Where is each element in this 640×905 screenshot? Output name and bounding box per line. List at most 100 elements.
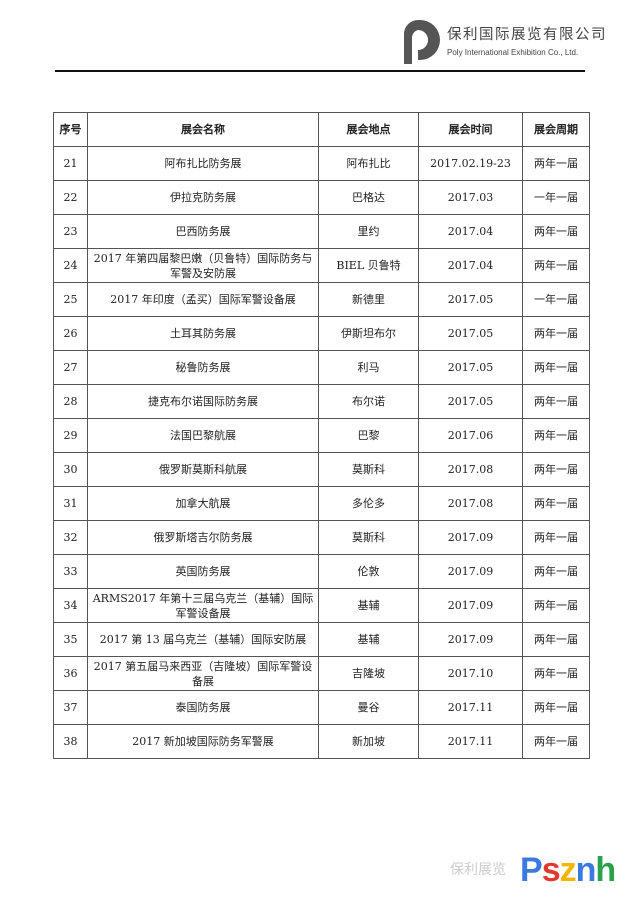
exhibition-name: 2017 第五届马来西亚（吉隆坡）国际军警设备展	[87, 656, 319, 691]
exhibition-date: 2017.06	[418, 418, 523, 453]
table-row: 24 2017 年第四届黎巴嫩（贝鲁特）国际防务与军警及安防展 BIEL 贝鲁特 20…	[53, 248, 590, 283]
exhibition-date: 2017.02.19-23	[418, 146, 523, 181]
exhibition-date: 2017.08	[418, 486, 523, 521]
exhibition-location: 伊斯坦布尔	[318, 316, 419, 351]
watermark-letter: z	[559, 851, 577, 889]
exhibition-name: 2017 年印度（孟买）国际军警设备展	[87, 282, 319, 317]
table-header: 序号 展会名称 展会地点 展会时间 展会周期	[53, 112, 590, 147]
row-number: 36	[53, 656, 88, 691]
exhibition-date: 2017.09	[418, 554, 523, 589]
exhibition-location: 阿布扎比	[318, 146, 419, 181]
exhibition-location: 多伦多	[318, 486, 419, 521]
exhibition-name: 阿布扎比防务展	[87, 146, 319, 181]
exhibition-location: 吉隆坡	[318, 656, 419, 691]
exhibition-cycle: 两年一届	[522, 622, 590, 657]
exhibition-cycle: 两年一届	[522, 588, 590, 623]
exhibition-date: 2017.05	[418, 384, 523, 419]
exhibition-cycle: 两年一届	[522, 554, 590, 589]
exhibition-cycle: 两年一届	[522, 248, 590, 283]
table-row: 37 泰国防务展 曼谷 2017.11 两年一届	[53, 690, 590, 725]
exhibition-name: 俄罗斯莫斯科航展	[87, 452, 319, 487]
exhibition-location: 基辅	[318, 622, 419, 657]
row-number: 29	[53, 418, 88, 453]
exhibition-date: 2017.04	[418, 214, 523, 249]
table-row: 22 伊拉克防务展 巴格达 2017.03 一年一届	[53, 180, 590, 215]
row-number: 24	[53, 248, 88, 283]
exhibition-cycle: 两年一届	[522, 214, 590, 249]
exhibition-name: 2017 年第四届黎巴嫩（贝鲁特）国际防务与军警及安防展	[87, 248, 319, 283]
exhibition-location: 莫斯科	[318, 452, 419, 487]
exhibition-cycle: 两年一届	[522, 724, 590, 759]
exhibition-cycle: 两年一届	[522, 350, 590, 385]
row-number: 37	[53, 690, 88, 725]
table-row: 28 捷克布尔诺国际防务展 布尔诺 2017.05 两年一届	[53, 384, 590, 419]
exhibition-name: 秘鲁防务展	[87, 350, 319, 385]
row-number: 26	[53, 316, 88, 351]
exhibition-name: 巴西防务展	[87, 214, 319, 249]
company-logo	[404, 20, 440, 64]
row-number: 35	[53, 622, 88, 657]
row-number: 34	[53, 588, 88, 623]
exhibition-location: 巴格达	[318, 180, 419, 215]
table-row: 26 土耳其防务展 伊斯坦布尔 2017.05 两年一届	[53, 316, 590, 351]
exhibition-location: BIEL 贝鲁特	[318, 248, 419, 283]
exhibition-date: 2017.09	[418, 588, 523, 623]
exhibition-cycle: 一年一届	[522, 282, 590, 317]
row-number: 27	[53, 350, 88, 385]
exhibition-date: 2017.09	[418, 622, 523, 657]
header-divider	[55, 70, 585, 72]
watermark-letter: h	[595, 851, 616, 889]
exhibition-name: 伊拉克防务展	[87, 180, 319, 215]
row-number: 25	[53, 282, 88, 317]
exhibition-cycle: 两年一届	[522, 486, 590, 521]
exhibition-name: 2017 第 13 届乌克兰（基辅）国际安防展	[87, 622, 319, 657]
exhibition-name: 加拿大航展	[87, 486, 319, 521]
exhibition-location: 新加坡	[318, 724, 419, 759]
watermark-letter: P	[520, 851, 543, 889]
row-number: 32	[53, 520, 88, 555]
exhibition-cycle: 两年一届	[522, 520, 590, 555]
exhibition-name: ARMS2017 年第十三届乌克兰（基辅）国际军警设备展	[87, 588, 319, 623]
exhibition-cycle: 两年一届	[522, 316, 590, 351]
exhibition-location: 巴黎	[318, 418, 419, 453]
watermark-logo: Psznh	[520, 850, 616, 890]
exhibition-cycle: 一年一届	[522, 180, 590, 215]
column-header: 序号	[53, 112, 88, 147]
exhibition-name: 捷克布尔诺国际防务展	[87, 384, 319, 419]
watermark-text: 保利展览	[450, 862, 506, 878]
exhibition-name: 英国防务展	[87, 554, 319, 589]
exhibition-date: 2017.05	[418, 282, 523, 317]
exhibition-location: 曼谷	[318, 690, 419, 725]
exhibition-date: 2017.09	[418, 520, 523, 555]
exhibition-date: 2017.04	[418, 248, 523, 283]
table-row: 21 阿布扎比防务展 阿布扎比 2017.02.19-23 两年一届	[53, 146, 590, 181]
table-row: 30 俄罗斯莫斯科航展 莫斯科 2017.08 两年一届	[53, 452, 590, 487]
row-number: 31	[53, 486, 88, 521]
exhibition-date: 2017.10	[418, 656, 523, 691]
table-row: 38 2017 新加坡国际防务军警展 新加坡 2017.11 两年一届	[53, 724, 590, 759]
exhibition-cycle: 两年一届	[522, 656, 590, 691]
exhibition-table: 序号 展会名称 展会地点 展会时间 展会周期 21 阿布扎比防务展 阿布扎比 2017.02.…	[53, 112, 590, 759]
exhibition-date: 2017.08	[418, 452, 523, 487]
exhibition-date: 2017.11	[418, 690, 523, 725]
table-row: 29 法国巴黎航展 巴黎 2017.06 两年一届	[53, 418, 590, 453]
table-row: 33 英国防务展 伦敦 2017.09 两年一届	[53, 554, 590, 589]
table-row: 23 巴西防务展 里约 2017.04 两年一届	[53, 214, 590, 249]
column-header: 展会名称	[87, 112, 319, 147]
column-header: 展会地点	[318, 112, 419, 147]
table-row: 31 加拿大航展 多伦多 2017.08 两年一届	[53, 486, 590, 521]
watermark-letter: n	[575, 851, 597, 889]
table-row: 36 2017 第五届马来西亚（吉隆坡）国际军警设备展 吉隆坡 2017.10 两年一届	[53, 656, 590, 691]
table-row: 34 ARMS2017 年第十三届乌克兰（基辅）国际军警设备展 基辅 2017.09 两…	[53, 588, 590, 623]
row-number: 22	[53, 180, 88, 215]
exhibition-name: 泰国防务展	[87, 690, 319, 725]
exhibition-cycle: 两年一届	[522, 384, 590, 419]
exhibition-cycle: 两年一届	[522, 418, 590, 453]
exhibition-name: 法国巴黎航展	[87, 418, 319, 453]
table-row: 35 2017 第 13 届乌克兰（基辅）国际安防展 基辅 2017.09 两年一届	[53, 622, 590, 657]
company-name-cn: 保利国际展览有限公司	[447, 27, 607, 43]
exhibition-name: 土耳其防务展	[87, 316, 319, 351]
table-row: 25 2017 年印度（孟买）国际军警设备展 新德里 2017.05 一年一届	[53, 282, 590, 317]
row-number: 21	[53, 146, 88, 181]
exhibition-location: 伦敦	[318, 554, 419, 589]
